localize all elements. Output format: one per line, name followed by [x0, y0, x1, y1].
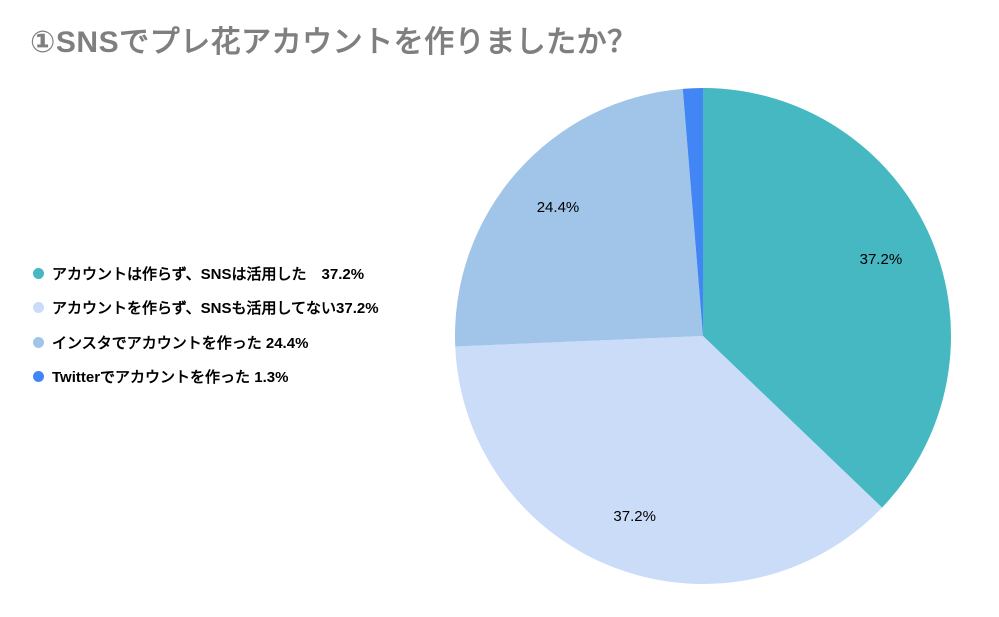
- legend-item-1: アカウントは作らず、SNSは活用した 37.2%: [33, 264, 379, 283]
- pie-slice-label-2: 37.2%: [613, 508, 656, 525]
- legend-percent: 37.2%: [336, 300, 379, 317]
- pie-slice-1: [703, 88, 952, 508]
- legend-color-dot: [33, 302, 44, 313]
- legend-color-dot: [33, 267, 44, 279]
- legend-spacer: [307, 266, 322, 283]
- legend-item-3: インスタでアカウントを作った 24.4%: [33, 333, 379, 352]
- pie-slice-label-3: 24.4%: [537, 199, 580, 216]
- legend-percent: 24.4%: [265, 334, 309, 352]
- pie-slice-4: [682, 88, 703, 336]
- chart-title: ①SNSでプレ花アカウントを作りましたか？: [30, 26, 638, 59]
- legend-percent: 37.2%: [321, 265, 365, 283]
- legend-color-dot: [33, 371, 44, 382]
- pie-slice-3: [454, 88, 703, 347]
- pie-slice-2: [455, 336, 883, 585]
- legend-label: インスタでアカウントを作った: [52, 334, 262, 352]
- legend-label: アカウントを作らず、SNSも活用してない: [52, 300, 337, 317]
- legend-percent: 1.3%: [254, 369, 289, 386]
- legend-color-dot: [33, 336, 44, 348]
- pie-slice-label-1: 37.2%: [860, 251, 903, 268]
- legend-item-2: アカウントを作らず、SNSも活用してない37.2%: [33, 299, 379, 317]
- legend-label: アカウントは作らず、SNSは活用した: [52, 265, 307, 283]
- legend-label: Twitterでアカウントを作った: [52, 369, 251, 386]
- legend-item-4: Twitterでアカウントを作った 1.3%: [33, 368, 379, 386]
- chart-legend: アカウントは作らず、SNSは活用した 37.2% アカウントを作らず、SNSも活…: [33, 264, 379, 386]
